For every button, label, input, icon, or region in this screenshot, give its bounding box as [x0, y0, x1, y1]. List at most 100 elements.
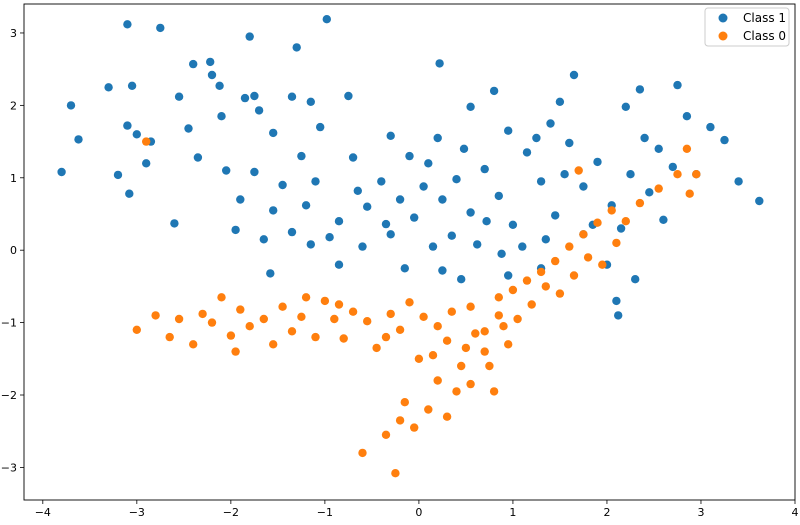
x-tick-label: 2: [603, 506, 610, 519]
point-class-1: [659, 215, 668, 224]
point-class-1: [306, 97, 315, 107]
point-class-0: [226, 331, 236, 340]
point-class-1: [654, 144, 663, 153]
point-class-1: [322, 15, 331, 24]
y-tick-label: 2: [10, 99, 17, 112]
point-class-1: [466, 208, 475, 217]
point-class-0: [348, 307, 358, 316]
point-class-0: [151, 311, 160, 320]
point-class-1: [452, 175, 461, 184]
point-class-0: [395, 416, 405, 425]
point-class-1: [278, 180, 287, 190]
point-class-0: [621, 217, 630, 226]
point-class-1: [189, 59, 198, 69]
point-class-0: [363, 317, 372, 326]
point-class-1: [358, 242, 367, 251]
point-class-1: [215, 81, 224, 91]
point-class-1: [184, 124, 193, 133]
point-class-0: [391, 469, 400, 478]
point-class-1: [240, 93, 250, 103]
point-class-1: [428, 242, 438, 251]
x-axis: −4 −3 −2 −1 0 1 2 3 4: [35, 500, 799, 519]
point-class-0: [442, 412, 452, 421]
point-class-0: [165, 332, 174, 342]
point-class-1: [435, 59, 444, 68]
x-tick-label: −1: [317, 506, 333, 519]
point-class-0: [551, 256, 560, 266]
point-class-1: [217, 112, 226, 121]
point-class-0: [574, 166, 583, 175]
point-class-0: [207, 318, 217, 327]
point-class-0: [565, 242, 574, 251]
point-class-0: [579, 230, 588, 239]
point-class-0: [189, 340, 198, 349]
point-class-1: [287, 227, 297, 237]
point-class-1: [560, 170, 569, 179]
point-class-0: [466, 302, 475, 311]
point-class-1: [424, 159, 433, 168]
point-class-0: [400, 398, 409, 407]
point-class-0: [461, 343, 471, 353]
point-class-1: [266, 269, 275, 278]
point-class-1: [259, 235, 268, 244]
point-class-1: [123, 121, 132, 130]
y-tick-label: −3: [1, 461, 17, 474]
point-class-1: [504, 271, 513, 280]
point-class-0: [494, 311, 503, 320]
point-class-0: [536, 267, 546, 277]
point-class-1: [236, 195, 245, 204]
point-class-1: [706, 122, 715, 132]
point-class-0: [607, 206, 616, 215]
legend-marker-class-0: [718, 31, 728, 41]
point-class-1: [334, 260, 344, 269]
point-class-1: [301, 201, 311, 210]
point-class-0: [339, 334, 348, 343]
point-class-1: [381, 219, 391, 229]
point-class-0: [372, 343, 381, 353]
point-class-0: [142, 137, 151, 146]
point-class-0: [381, 332, 391, 342]
point-class-1: [297, 151, 306, 161]
point-class-0: [269, 340, 278, 349]
point-class-1: [395, 195, 405, 204]
point-class-1: [348, 153, 358, 162]
point-class-1: [504, 126, 513, 135]
point-class-1: [206, 57, 215, 67]
point-class-0: [386, 309, 395, 319]
point-class-1: [125, 189, 134, 198]
point-class-1: [522, 148, 532, 157]
point-class-1: [518, 242, 527, 251]
point-class-0: [612, 238, 621, 248]
point-class-0: [433, 322, 442, 331]
point-class-1: [593, 157, 602, 167]
point-class-1: [565, 138, 574, 148]
point-class-1: [316, 122, 325, 132]
point-class-1: [222, 166, 231, 175]
point-class-0: [499, 322, 508, 331]
point-class-1: [170, 219, 179, 228]
point-class-1: [579, 182, 588, 191]
point-class-1: [612, 296, 621, 306]
point-class-0: [414, 354, 424, 363]
point-class-0: [654, 184, 663, 193]
point-class-1: [344, 91, 353, 101]
x-tick-label: −4: [35, 506, 51, 519]
point-class-0: [428, 351, 438, 360]
point-class-1: [541, 235, 550, 244]
legend-label-class-0: Class 0: [743, 29, 786, 43]
point-class-0: [287, 327, 297, 336]
x-tick-label: −2: [223, 506, 239, 519]
point-class-1: [156, 23, 165, 33]
point-class-1: [292, 43, 301, 52]
point-class-1: [457, 275, 466, 284]
point-class-0: [311, 332, 320, 342]
point-class-0: [231, 347, 240, 356]
point-class-0: [320, 296, 330, 306]
x-tick-label: 3: [697, 506, 704, 519]
x-tick-label: 0: [415, 506, 422, 519]
point-class-0: [692, 170, 701, 179]
point-class-1: [127, 81, 137, 91]
point-class-1: [673, 80, 682, 90]
point-class-1: [400, 264, 409, 273]
